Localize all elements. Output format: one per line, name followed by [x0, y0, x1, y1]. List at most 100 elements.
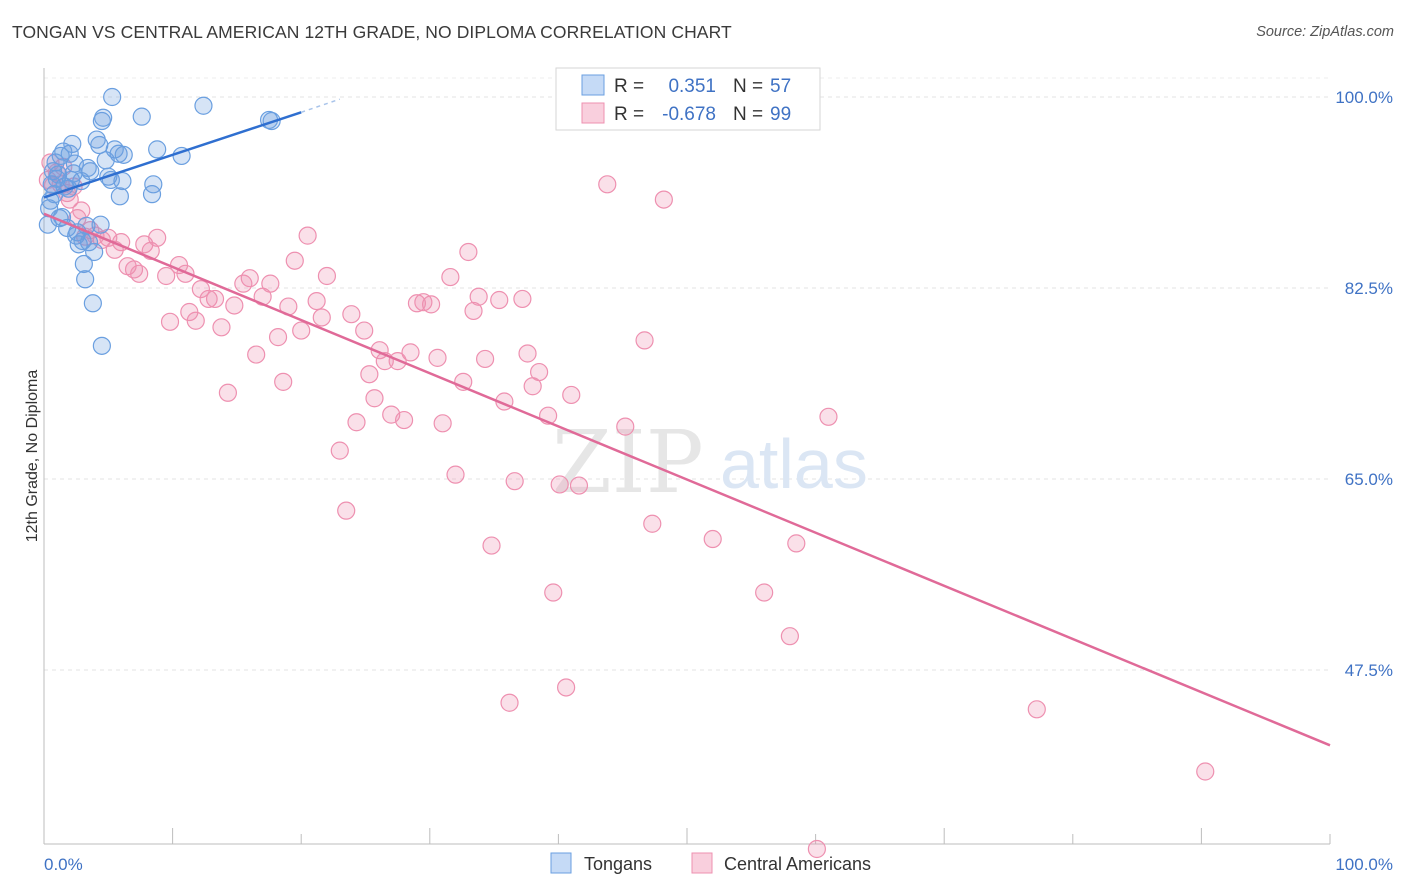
x-ticks: [43, 828, 1331, 844]
central-americans-point-88: [562, 385, 581, 405]
grid-lines: [44, 77, 1330, 671]
central-americans-point-78: [500, 693, 519, 712]
y-tick-label-2: 82.5%: [1345, 279, 1393, 298]
central-americans-point-87: [557, 678, 576, 697]
central-americans-point-25: [160, 312, 180, 331]
central-americans-point-62: [401, 343, 420, 362]
tongans-point-33: [92, 336, 111, 355]
legend-swatch-pink: [581, 102, 605, 124]
central-americans-point-55: [360, 365, 379, 384]
legend-n-value-1: 57: [770, 76, 791, 97]
y-tick-label-3: 100.0%: [1335, 88, 1393, 107]
bottom-legend: Tongans Central Americans: [550, 852, 871, 874]
tongans-point-21: [76, 270, 95, 289]
central-americans-point-45: [292, 321, 311, 340]
tongans-point-51: [64, 164, 83, 183]
bottom-legend-tongans: Tongans: [584, 854, 652, 874]
legend-n-label-2: N =: [733, 104, 763, 125]
central-americans-point-69: [446, 465, 465, 484]
central-americans-point-90: [598, 175, 617, 194]
central-americans-point-48: [312, 308, 331, 327]
chart-source: Source: ZipAtlas.com: [1256, 24, 1394, 40]
legend-n-value-2: 99: [770, 104, 791, 125]
central-americans-point-10: [72, 201, 91, 220]
tongans-point-28: [90, 135, 109, 155]
bottom-legend-central-americans: Central Americans: [724, 854, 871, 874]
y-tick-labels: 47.5% 65.0% 82.5% 100.0%: [1335, 88, 1393, 680]
central-americans-point-100: [819, 407, 838, 426]
watermark: ZIP atlas: [552, 413, 868, 513]
central-americans-point-52: [342, 305, 361, 324]
central-americans-point-34: [218, 383, 237, 402]
central-americans-point-95: [703, 529, 722, 549]
tongans-trend-line: [43, 111, 302, 199]
legend-n-label-1: N =: [733, 76, 763, 97]
x-tick-label-start: 0.0%: [44, 855, 83, 874]
tongans-point-56: [109, 144, 128, 163]
central-americans-point-32: [205, 289, 225, 309]
central-americans-point-33: [212, 318, 231, 337]
central-americans-point-30: [191, 279, 210, 299]
central-americans-point-20: [130, 264, 149, 283]
legend-r-label-1: R =: [614, 76, 644, 97]
tongans-point-42: [142, 185, 162, 204]
y-axis-label: 12th Grade, No Diploma: [24, 370, 41, 543]
central-americans-point-101: [1027, 700, 1046, 719]
central-americans-point-40: [261, 274, 280, 293]
central-americans-point-38: [247, 345, 266, 364]
legend-r-value-1: 0.351: [668, 76, 716, 97]
tongans-point-25: [83, 294, 102, 313]
central-americans-point-50: [330, 441, 349, 460]
central-americans-point-53: [347, 413, 366, 432]
top-legend: R = 0.351 N = 57 R = -0.678 N = 99: [555, 67, 821, 131]
central-americans-point-67: [433, 414, 452, 433]
central-americans-point-76: [490, 290, 509, 310]
central-americans-point-41: [268, 328, 288, 347]
central-americans-point-63: [407, 294, 427, 313]
central-americans-point-46: [298, 226, 317, 245]
central-americans-point-86: [550, 475, 569, 494]
central-americans-point-56: [365, 389, 384, 408]
central-americans-point-35: [225, 296, 244, 315]
tongans-point-55: [78, 158, 97, 178]
chart-title: TONGAN VS CENTRAL AMERICAN 12TH GRADE, N…: [12, 22, 732, 42]
tongans-point-44: [148, 140, 167, 159]
tongans-point-20: [74, 254, 93, 274]
central-americans-point-51: [337, 501, 356, 520]
central-americans-point-93: [643, 514, 662, 533]
central-americans-trend-line: [43, 212, 1331, 747]
central-americans-point-54: [355, 321, 374, 340]
legend-swatch-blue: [581, 74, 605, 96]
central-americans-point-42: [274, 372, 293, 391]
central-americans-point-71: [459, 242, 478, 262]
central-americans-point-99: [787, 534, 806, 553]
tongans-point-39: [113, 171, 132, 191]
tongans-point-43: [144, 175, 163, 194]
legend-r-value-2: -0.678: [662, 104, 716, 125]
central-americans-point-91: [616, 417, 635, 436]
trend-lines: [43, 98, 1331, 747]
central-americans-point-98: [807, 839, 826, 859]
central-americans-point-97: [780, 627, 799, 646]
x-tick-label-end: 100.0%: [1335, 855, 1393, 874]
watermark-atlas: atlas: [720, 425, 868, 503]
bottom-legend-swatch-central-americans: [691, 852, 713, 874]
central-americans-point-73: [469, 287, 488, 306]
watermark-zip: ZIP: [552, 413, 704, 513]
tongans-point-19: [73, 231, 92, 251]
central-americans-point-47: [307, 291, 326, 311]
central-americans-point-80: [513, 289, 532, 309]
y-tick-label-0: 47.5%: [1345, 661, 1393, 680]
central-americans-point-24: [157, 266, 176, 286]
tongans-point-31: [94, 108, 113, 127]
central-americans-point-83: [530, 362, 549, 382]
central-americans-point-94: [654, 190, 673, 209]
central-americans-point-89: [569, 476, 589, 495]
central-americans-point-31: [199, 289, 218, 309]
central-americans-point-75: [482, 536, 501, 555]
legend-r-label-2: R =: [614, 104, 644, 125]
tongans-trend-extension: [300, 98, 341, 113]
central-americans-point-49: [317, 266, 337, 286]
central-americans-point-68: [441, 267, 460, 287]
